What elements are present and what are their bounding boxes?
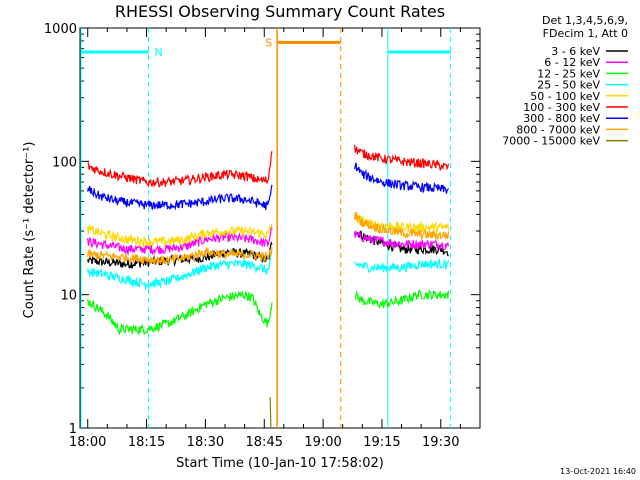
chart-title: RHESSI Observing Summary Count Rates (115, 2, 445, 21)
legend-header-line-1: Det 1,3,4,5,6,9, (542, 14, 628, 27)
series-line-4 (87, 212, 450, 249)
y-axis-label: Count Rate (s⁻¹ detector⁻¹) (22, 142, 37, 319)
series-line-8 (269, 397, 272, 429)
plot-area-frame (79, 27, 481, 429)
legend-label-5: 100 - 300 keV (523, 101, 600, 114)
legend-header-line-2: FDecim 1, Att 0 (543, 27, 628, 40)
legend-label-1: 6 - 12 keV (544, 56, 600, 69)
x-tick-label: 18:00 (69, 435, 106, 450)
x-tick-label: 19:00 (304, 435, 341, 450)
y-tick-label: 1000 (44, 22, 77, 37)
saa-marker-label: S (265, 36, 272, 49)
x-tick-label: 19:15 (363, 435, 400, 450)
legend-label-6: 300 - 800 keV (523, 112, 600, 125)
legend-label-7: 800 - 7000 keV (516, 123, 600, 136)
x-tick-labels: 18:00 18:15 18:30 18:45 19:00 19:15 19:30 (69, 435, 460, 450)
legend-label-2: 12 - 25 keV (537, 67, 600, 80)
legend-label-0: 3 - 6 keV (551, 45, 600, 58)
legend-label-3: 25 - 50 keV (537, 79, 600, 92)
x-tick-label: 19:30 (422, 435, 459, 450)
y-tick-label: 100 (52, 155, 77, 170)
night-marker-label: N (155, 46, 163, 59)
x-tick-label: 18:30 (187, 435, 224, 450)
series-line-1 (87, 226, 450, 257)
state-markers: NS (80, 28, 452, 428)
y-tick-label: 10 (60, 289, 77, 304)
y-tick-labels: 1 10 100 1000 (44, 22, 77, 437)
series-line-6 (87, 162, 450, 211)
series-line-7 (87, 212, 450, 265)
legend-label-4: 50 - 100 keV (530, 90, 600, 103)
y-tick-label: 1 (69, 422, 77, 437)
x-tick-label: 18:15 (128, 435, 165, 450)
x-tick-label: 18:45 (246, 435, 283, 450)
series-line-5 (87, 144, 450, 188)
series-line-3 (87, 251, 450, 291)
series-line-2 (87, 289, 450, 336)
series-layer (87, 144, 450, 429)
legend: Det 1,3,4,5,6,9, FDecim 1, Att 0 3 - 6 k… (502, 14, 628, 148)
x-axis-label: Start Time (10-Jan-10 17:58:02) (176, 456, 384, 471)
legend-label-8: 7000 - 15000 keV (502, 135, 600, 148)
footer-timestamp: 13-Oct-2021 16:40 (560, 467, 636, 476)
